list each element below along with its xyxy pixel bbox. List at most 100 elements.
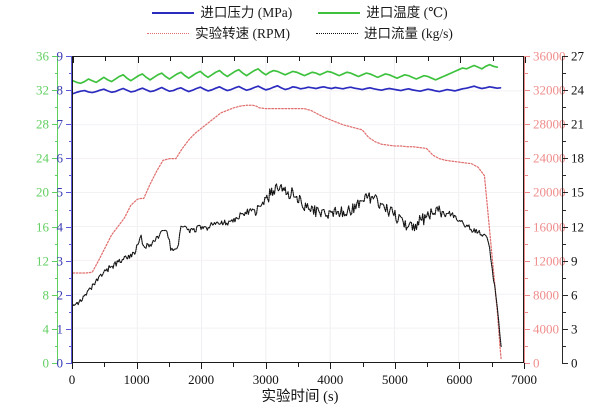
x-tick-1000 bbox=[136, 363, 138, 369]
y-axis-flow: 0 3 6 9 12 15 18 21 24 27 bbox=[562, 50, 598, 370]
y-tick-pressure-4 bbox=[66, 226, 72, 228]
x-top-tick-5000 bbox=[395, 57, 397, 63]
y-tick-flow-12 bbox=[562, 226, 568, 228]
legend-label-flow: 进口流量 (kg/s) bbox=[364, 25, 453, 41]
y-tick-speed-4000 bbox=[524, 328, 530, 330]
chart-legend: 进口压力 (MPa) 进口温度 (℃) 实验转速 (RPM) 进口流量 (kg/… bbox=[0, 2, 600, 46]
y-tick-label-pressure-8: 8 bbox=[56, 82, 64, 98]
y-tick-flow-6 bbox=[562, 294, 568, 296]
y-minor-tick-speed bbox=[524, 311, 528, 313]
y-minor-tick-flow bbox=[562, 277, 566, 279]
y-minor-tick-temperature bbox=[54, 175, 58, 177]
y-tick-label-pressure-5: 5 bbox=[56, 184, 64, 200]
x-top-tick-4000 bbox=[331, 57, 333, 63]
y-tick-speed-28000 bbox=[524, 124, 530, 126]
legend-row-1: 进口压力 (MPa) 进口温度 (℃) bbox=[0, 2, 600, 23]
y-tick-pressure-9 bbox=[66, 56, 72, 57]
y-tick-label-pressure-1: 1 bbox=[56, 321, 64, 337]
y-tick-label-temperature-12: 12 bbox=[36, 253, 49, 269]
x-tick-label-0: 0 bbox=[68, 372, 76, 387]
legend-swatch-speed-line-icon bbox=[147, 33, 190, 34]
x-top-minor-tick bbox=[299, 57, 300, 61]
y-minor-tick-temperature bbox=[54, 141, 58, 143]
y-axis-speed: 0 4000 8000 12000 16000 20000 24000 28000 32000 3… bbox=[524, 50, 576, 370]
y-minor-tick-pressure bbox=[68, 141, 72, 143]
plot-area bbox=[72, 56, 526, 363]
x-axis-title: 实验时间 (s) bbox=[261, 389, 339, 405]
x-top-minor-tick bbox=[428, 57, 430, 61]
y-minor-tick-pressure bbox=[68, 277, 72, 279]
y-tick-label-speed-24000: 24000 bbox=[533, 150, 566, 166]
y-minor-tick-flow bbox=[562, 73, 566, 75]
y-tick-pressure-1 bbox=[66, 328, 72, 330]
y-minor-tick-flow bbox=[562, 243, 566, 245]
data-curves bbox=[73, 63, 502, 361]
x-tick-label-2000: 2000 bbox=[188, 372, 215, 387]
x-top-tick-7000 bbox=[525, 57, 526, 63]
x-tick-7000 bbox=[524, 363, 525, 369]
y-minor-tick-flow bbox=[562, 345, 566, 347]
series-flow bbox=[73, 183, 502, 348]
x-minor-tick bbox=[104, 363, 106, 367]
y-minor-tick-speed bbox=[524, 277, 528, 279]
y-minor-tick-flow bbox=[562, 107, 566, 109]
y-tick-label-flow-12: 12 bbox=[571, 219, 584, 235]
legend-swatch-flow-line-icon bbox=[316, 33, 358, 34]
y-minor-tick-speed bbox=[524, 175, 528, 177]
y-minor-tick-pressure bbox=[68, 311, 72, 313]
y-tick-flow-15 bbox=[562, 192, 568, 194]
x-top-tick-2000 bbox=[202, 57, 204, 63]
x-tick-label-1000: 1000 bbox=[123, 372, 150, 387]
y-tick-pressure-5 bbox=[66, 192, 72, 194]
y-minor-tick-flow bbox=[562, 311, 566, 313]
x-minor-tick bbox=[233, 363, 235, 367]
y-tick-temperature-12 bbox=[52, 260, 58, 262]
y-tick-flow-0 bbox=[562, 363, 568, 364]
y-tick-temperature-0 bbox=[52, 363, 58, 364]
y-tick-flow-24 bbox=[562, 90, 568, 92]
y-tick-label-speed-8000: 8000 bbox=[533, 287, 559, 303]
y-minor-tick-flow bbox=[562, 141, 566, 143]
y-minor-tick-pressure bbox=[68, 243, 72, 245]
legend-label-pressure: 进口压力 (MPa) bbox=[200, 4, 293, 20]
y-minor-tick-speed bbox=[524, 243, 528, 245]
x-top-tick-3000 bbox=[266, 57, 268, 63]
y-minor-tick-pressure bbox=[68, 73, 72, 75]
y-tick-temperature-8 bbox=[52, 294, 58, 296]
y-tick-label-flow-24: 24 bbox=[571, 82, 584, 98]
y-tick-label-temperature-8: 8 bbox=[42, 287, 50, 303]
gridlines bbox=[73, 57, 523, 362]
y-tick-pressure-8 bbox=[66, 90, 72, 92]
y-tick-temperature-36 bbox=[52, 56, 58, 57]
legend-item-flow: 进口流量 (kg/s) bbox=[316, 27, 453, 41]
x-tick-4000 bbox=[330, 363, 332, 369]
y-tick-label-flow-21: 21 bbox=[571, 116, 584, 132]
x-minor-tick bbox=[362, 363, 364, 367]
y-tick-speed-12000 bbox=[524, 260, 530, 262]
x-axis: 0 1000 2000 3000 4000 5000 6000 7000 bbox=[68, 363, 537, 403]
x-top-minor-tick bbox=[492, 57, 494, 61]
series-speed bbox=[73, 104, 502, 361]
x-tick-label-5000: 5000 bbox=[381, 372, 408, 387]
y-tick-label-flow-18: 18 bbox=[571, 150, 584, 166]
y-tick-label-speed-36000: 36000 bbox=[533, 48, 566, 64]
y-minor-tick-pressure bbox=[68, 345, 72, 347]
y-tick-speed-36000 bbox=[524, 56, 530, 57]
legend-swatch-pressure-line-icon bbox=[152, 11, 195, 14]
y-tick-label-flow-3: 3 bbox=[571, 321, 578, 337]
y-tick-label-temperature-0: 0 bbox=[42, 355, 50, 371]
y-tick-label-temperature-28: 28 bbox=[36, 116, 49, 132]
y-tick-flow-18 bbox=[562, 158, 568, 160]
y-tick-label-temperature-24: 24 bbox=[36, 150, 49, 166]
legend-item-temperature: 进口温度 (℃) bbox=[318, 6, 448, 20]
legend-item-speed: 实验转速 (RPM) bbox=[147, 27, 290, 41]
y-tick-label-flow-0: 0 bbox=[571, 355, 578, 371]
y-tick-label-pressure-0: 0 bbox=[56, 355, 64, 371]
y-minor-tick-speed bbox=[524, 209, 528, 211]
y-tick-flow-3 bbox=[562, 328, 568, 330]
y-tick-speed-20000 bbox=[524, 192, 530, 194]
y-minor-tick-speed bbox=[524, 73, 528, 75]
y-tick-speed-32000 bbox=[524, 90, 530, 92]
x-tick-2000 bbox=[201, 363, 203, 369]
y-tick-pressure-2 bbox=[66, 294, 72, 296]
